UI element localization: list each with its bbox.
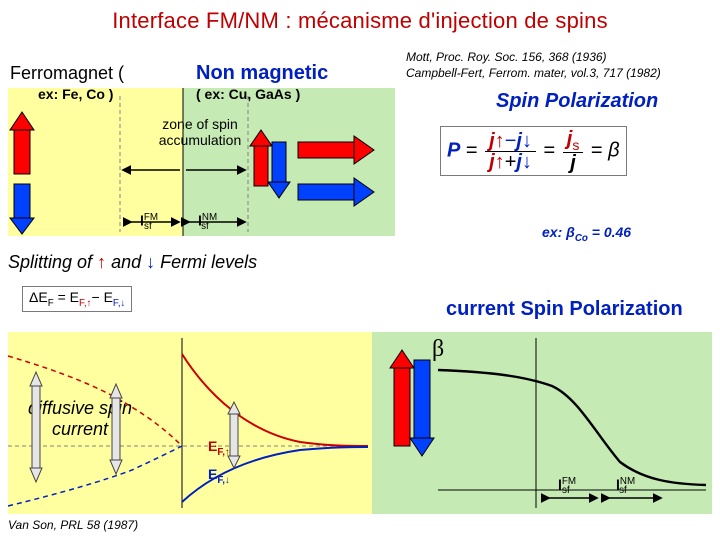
cite-mott: Mott, Proc. Roy. Soc. 156, 368 (1936) bbox=[406, 50, 714, 64]
lsf-fm-top: lFMsf bbox=[140, 212, 152, 232]
lsf-fm-bot: lFMsf bbox=[558, 476, 570, 496]
delta-ef-eq: ΔEF = EF,↑− EF,↓ bbox=[22, 286, 132, 312]
ferromagnet-example: ex: Fe, Co ) bbox=[38, 86, 113, 102]
zone-l2: accumulation bbox=[140, 132, 260, 148]
slide-title: Interface FM/NM : mécanisme d'injection … bbox=[0, 8, 720, 34]
cite-vanson: Van Son, PRL 58 (1987) bbox=[8, 518, 138, 532]
ef-dn-label: EF,↓ bbox=[208, 466, 230, 486]
beta-co-ex: ex: βCo = 0.46 bbox=[542, 224, 631, 244]
current-spinpol-title: current Spin Polarization bbox=[446, 298, 683, 321]
beta-axis-label: β bbox=[432, 336, 444, 363]
ferromagnet-label: Ferromagnet ( bbox=[10, 63, 124, 84]
cite-campbell: Campbell-Fert, Ferrom. mater, vol.3, 717… bbox=[406, 66, 716, 80]
ef-up-label: EF,↑ bbox=[208, 438, 230, 458]
spin-pol-eq: P = j↑−j↓ j↑+j↓ = js j = β bbox=[440, 126, 627, 176]
spin-pol-title: Spin Polarization bbox=[496, 90, 658, 113]
nm-region-bot bbox=[372, 332, 712, 514]
lsf-nm-top: lNMsf bbox=[198, 212, 209, 232]
zone-l1: zone of spin bbox=[140, 116, 260, 132]
splitting-label: Splitting of ↑ and ↓ Fermi levels bbox=[8, 252, 257, 273]
nonmagnetic-example: ( ex: Cu, GaAs ) bbox=[196, 86, 300, 102]
lsf-nm-bot: lNMsf bbox=[616, 476, 627, 496]
zone-label: zone of spin accumulation bbox=[140, 116, 260, 148]
nonmagnetic-label: Non magnetic bbox=[196, 62, 328, 85]
diffusive-label: diffusive spin current bbox=[10, 398, 150, 440]
